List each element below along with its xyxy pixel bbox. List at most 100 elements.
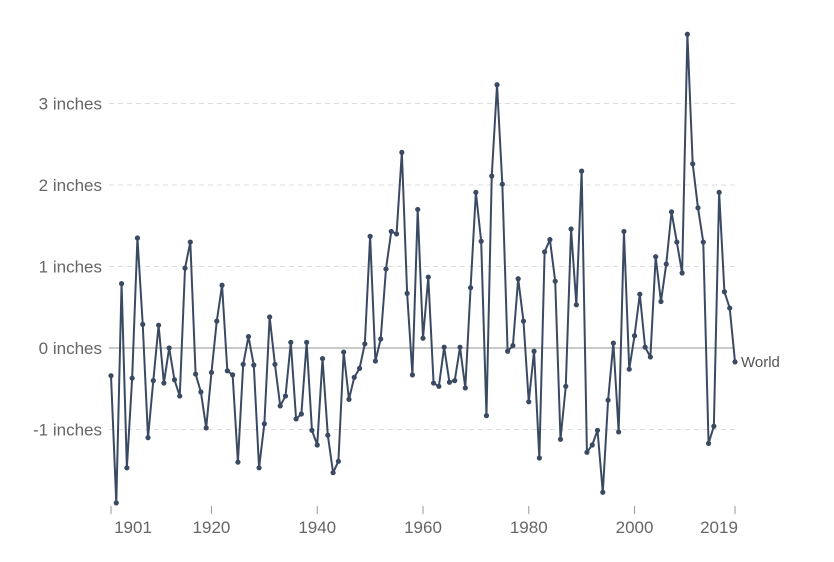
data-point xyxy=(568,226,574,232)
x-tick-label: 1901 xyxy=(114,518,152,537)
x-tick-label: 2000 xyxy=(616,518,654,537)
data-point xyxy=(705,440,712,446)
x-tick-label: 1920 xyxy=(193,518,231,537)
data-point xyxy=(235,459,241,465)
data-point xyxy=(695,205,701,211)
data-point xyxy=(441,344,447,350)
y-tick-label: 0 inches xyxy=(39,339,102,358)
data-point xyxy=(383,266,389,272)
data-point xyxy=(187,239,193,245)
data-point xyxy=(605,397,611,403)
data-point xyxy=(177,393,183,399)
data-point xyxy=(483,413,490,419)
data-point xyxy=(415,206,421,213)
data-point xyxy=(134,235,141,241)
data-point xyxy=(557,436,564,442)
data-point xyxy=(409,372,416,378)
data-point xyxy=(732,359,738,365)
y-tick-label: 3 inches xyxy=(39,95,102,114)
data-point xyxy=(711,423,717,429)
data-point xyxy=(351,374,357,380)
data-point xyxy=(182,265,188,271)
y-tick-label: 1 inches xyxy=(39,258,102,277)
data-point xyxy=(224,368,230,374)
data-point xyxy=(372,358,379,364)
data-point xyxy=(362,341,368,347)
data-point xyxy=(425,274,431,280)
data-point xyxy=(399,149,405,155)
data-point xyxy=(679,270,685,276)
data-point xyxy=(552,278,558,284)
data-point xyxy=(256,465,262,471)
data-point xyxy=(108,373,114,379)
data-point xyxy=(684,31,691,37)
data-point xyxy=(161,380,167,386)
data-point xyxy=(150,378,156,384)
data-point xyxy=(118,281,125,287)
data-point xyxy=(436,383,442,389)
data-point xyxy=(404,290,410,296)
data-point xyxy=(536,455,542,461)
data-point xyxy=(515,276,521,282)
data-point xyxy=(467,285,474,291)
data-point xyxy=(430,380,437,386)
data-point xyxy=(674,239,680,245)
data-point xyxy=(171,377,178,383)
data-point xyxy=(642,344,648,350)
data-point xyxy=(658,298,664,305)
data-point xyxy=(166,345,172,351)
data-point xyxy=(594,427,601,433)
x-tick-label: 1960 xyxy=(404,518,442,537)
data-point xyxy=(393,231,400,237)
data-point xyxy=(341,349,347,355)
data-point xyxy=(261,421,267,427)
data-point xyxy=(314,442,320,448)
data-point xyxy=(494,82,500,88)
data-point xyxy=(219,282,225,288)
data-point xyxy=(325,432,331,438)
data-point xyxy=(499,181,505,187)
data-point xyxy=(309,427,315,433)
data-point xyxy=(420,335,426,341)
data-point xyxy=(240,361,246,367)
data-point xyxy=(245,333,252,340)
data-point xyxy=(573,302,579,308)
data-point xyxy=(727,305,733,311)
data-point xyxy=(145,435,151,441)
data-point xyxy=(462,385,468,391)
data-point xyxy=(124,465,130,471)
data-point xyxy=(542,249,548,255)
data-point xyxy=(198,389,204,395)
data-point xyxy=(367,233,373,239)
data-point xyxy=(505,348,511,354)
data-point xyxy=(230,372,236,378)
data-point xyxy=(129,375,135,381)
data-point xyxy=(319,355,326,362)
x-tick-label: 2019 xyxy=(700,518,738,537)
data-point xyxy=(489,173,495,179)
data-point xyxy=(478,238,484,244)
data-point xyxy=(346,396,352,402)
data-point xyxy=(637,291,643,297)
data-point xyxy=(452,378,458,384)
data-point xyxy=(631,333,638,339)
data-point xyxy=(155,322,162,328)
data-point xyxy=(457,344,463,350)
data-point xyxy=(304,339,310,345)
data-point xyxy=(288,339,294,345)
data-point xyxy=(298,411,304,417)
data-point xyxy=(356,365,363,371)
data-point xyxy=(563,383,569,389)
data-point xyxy=(203,425,209,431)
data-point xyxy=(193,371,199,377)
data-point xyxy=(267,314,273,320)
data-point xyxy=(272,361,278,367)
data-point xyxy=(293,416,299,422)
data-point xyxy=(700,239,706,245)
data-point xyxy=(668,209,675,215)
data-point xyxy=(600,489,606,495)
y-tick-label: -1 inches xyxy=(33,421,102,440)
data-point xyxy=(388,228,394,235)
data-point xyxy=(473,189,479,195)
